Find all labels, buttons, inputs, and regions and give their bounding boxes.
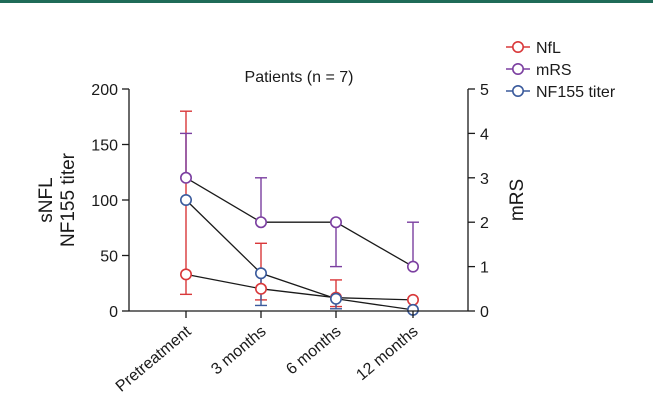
point-nfl-1 — [255, 282, 268, 295]
left-tick-label-100: 100 — [91, 193, 118, 210]
x-tick-label-pretreatment: Pretreatment — [113, 323, 195, 396]
left-tick-label-200: 200 — [91, 82, 118, 99]
data-markers — [180, 171, 419, 316]
legend-label-mrs: mRS — [536, 62, 572, 79]
right-tick-label-4: 4 — [480, 126, 489, 143]
right-tick-label-2: 2 — [480, 215, 489, 232]
point-mrs-3 — [406, 260, 419, 273]
left-y-ticks: 0 50 100 150 200 — [91, 82, 129, 321]
point-mrs-2 — [329, 216, 342, 229]
axes: 0 50 100 150 200 0 1 2 3 4 5 Pretreatment 3 months… — [91, 82, 489, 396]
chart-title: Patients (n = 7) — [245, 69, 354, 86]
x-tick-label-6-months: 6 months — [283, 323, 344, 378]
error-bars — [180, 110, 419, 310]
top-rule — [0, 0, 653, 3]
legend-marker-mrs — [511, 62, 524, 75]
point-nf155-titer-0 — [180, 194, 193, 207]
x-tick-label-3-months: 3 months — [208, 323, 269, 378]
legend-label-nfl: NfL — [536, 40, 561, 57]
point-nfl-0 — [180, 268, 193, 281]
right-tick-label-1: 1 — [480, 260, 489, 277]
left-tick-label-0: 0 — [109, 304, 118, 321]
series-lines — [185, 177, 414, 311]
left-axis-label: sNFL NF155 titer — [36, 152, 79, 247]
left-axis-label-line2: NF155 titer — [58, 152, 79, 247]
x-tick-label-12-months: 12 months — [353, 323, 421, 384]
legend-marker-nf155-titer — [511, 85, 524, 98]
series-line-mrs — [185, 177, 414, 268]
legend: NfL mRS NF155 titer — [506, 40, 616, 101]
point-mrs-0 — [180, 171, 193, 184]
right-y-ticks: 0 1 2 3 4 5 — [468, 82, 489, 321]
left-tick-label-150: 150 — [91, 138, 118, 155]
legend-label-nf155-titer: NF155 titer — [536, 84, 616, 101]
x-ticks: Pretreatment 3 months 6 months 12 months — [113, 311, 422, 396]
point-nf155-titer-2 — [329, 292, 342, 305]
point-nfl-3 — [406, 293, 419, 306]
point-nf155-titer-1 — [255, 267, 268, 280]
series-line-nfl — [185, 273, 414, 301]
right-axis-label: mRS — [507, 179, 528, 221]
left-axis-label-line1: sNFL — [36, 177, 57, 222]
point-mrs-1 — [255, 216, 268, 229]
series-line-nf155-titer — [185, 199, 414, 311]
legend-marker-nfl — [511, 40, 524, 53]
right-tick-label-3: 3 — [480, 171, 489, 188]
right-tick-label-0: 0 — [480, 304, 489, 321]
left-tick-label-50: 50 — [100, 249, 118, 266]
right-tick-label-5: 5 — [480, 82, 489, 99]
